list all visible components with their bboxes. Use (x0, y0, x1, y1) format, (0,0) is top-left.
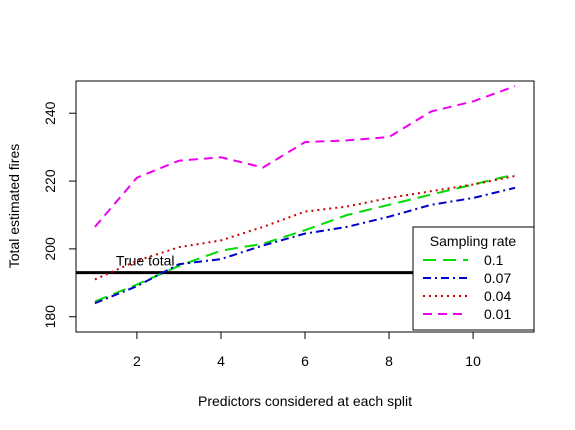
x-axis-label: Predictors considered at each split (198, 393, 412, 409)
series-line-4 (94, 85, 516, 228)
series-line-2 (94, 186, 516, 305)
x-tick-label: 10 (465, 353, 481, 369)
y-tick-label: 240 (42, 101, 58, 125)
legend-items: 0.1 0.07 0.04 0.01 (423, 252, 511, 322)
x-tick-label: 2 (133, 353, 141, 369)
legend-label: 0.07 (484, 270, 511, 286)
legend-label: 0.01 (484, 306, 511, 322)
y-axis: 180 200 220 240 (42, 101, 77, 329)
x-tick-label: 6 (301, 353, 309, 369)
y-tick-label: 200 (42, 237, 58, 261)
x-axis: 2 4 6 8 10 (133, 331, 481, 369)
series-line-1 (94, 173, 516, 303)
x-tick-label: 4 (217, 353, 225, 369)
y-tick-label: 180 (42, 305, 58, 329)
legend: Sampling rate 0.1 0.07 0.04 0.01 (412, 226, 535, 331)
legend-label: 0.1 (484, 252, 504, 268)
x-tick-label: 8 (385, 353, 393, 369)
y-axis-label: Total estimated fires (6, 144, 22, 269)
legend-label: 0.04 (484, 288, 511, 304)
true-total-label: True total (116, 253, 175, 269)
legend-title: Sampling rate (430, 233, 517, 249)
series-layer (94, 85, 516, 305)
legend-box (412, 226, 535, 331)
y-tick-label: 220 (42, 169, 58, 193)
